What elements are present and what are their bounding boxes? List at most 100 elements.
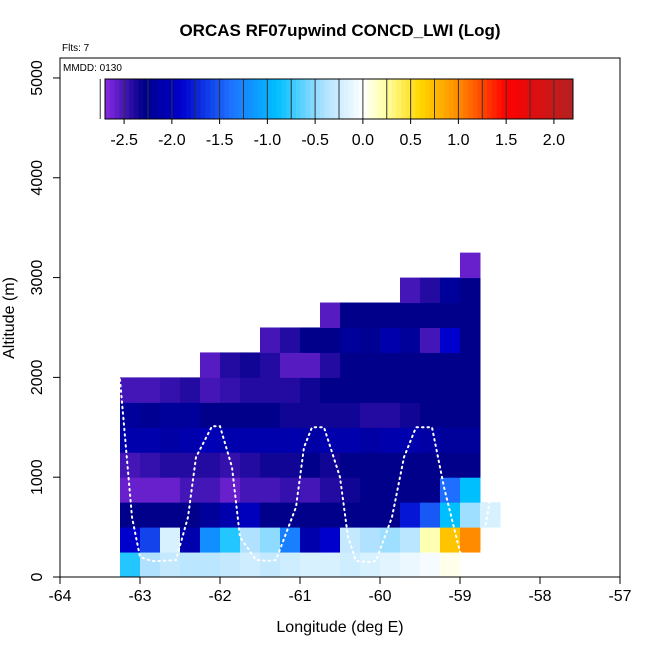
heatmap-cell [280,477,301,503]
colorbar-segment [353,79,359,119]
x-tick-label: -62 [208,588,231,605]
colorbar-segment [453,79,459,119]
colorbar-tick-label: -1.0 [254,132,282,149]
heatmap-cell [420,552,441,578]
heatmap-cell [400,277,421,304]
colorbar-segment [324,79,330,119]
axes: -64 -63 -62 -61 -60 -59 -58 -57 0 1000 2000 3000 400… [29,57,632,605]
heatmap-cell [160,477,181,503]
heatmap-cell [460,402,481,428]
heatmap-cell [440,452,461,478]
heatmap-cell [440,327,461,353]
colorbar-segment [358,79,364,119]
x-tick-label: -64 [48,588,71,605]
colorbar-segment [568,79,574,119]
heatmap-cell [260,502,281,528]
colorbar-segment [257,79,263,119]
heatmap-cell [340,477,361,503]
heatmap-cell [460,252,481,279]
colorbar-segment [329,79,335,119]
heatmap-cell [120,552,141,578]
heatmap-cell [440,302,461,328]
colorbar-segment [200,79,206,119]
heatmap-cell [200,427,221,453]
heatmap-cell [360,302,381,328]
colorbar-segment [534,79,540,119]
colorbar-tick-label: -2.0 [158,132,186,149]
colorbar-segment [229,79,235,119]
heatmap-cell [260,352,281,378]
heatmap-cell [260,402,281,428]
heatmap-cell [360,327,381,353]
heatmap-cell [340,327,361,353]
heatmap-cell [300,427,321,453]
colorbar-segment [224,79,230,119]
heatmap-cell [380,502,401,528]
heatmap-cell [360,552,381,578]
colorbar-segment [167,79,173,119]
heatmap-cell [280,327,301,353]
colorbar-segment [176,79,182,119]
x-tick-label: -61 [288,588,311,605]
colorbar-segment [434,79,440,119]
heatmap-cell [240,427,261,453]
heatmap-cell [440,427,461,453]
heatmap-cell [320,377,341,403]
colorbar-segment [310,79,316,119]
colorbar-segment [291,79,297,119]
heatmap-cell [120,377,141,403]
colorbar-segment [520,79,526,119]
colorbar-segment [381,79,388,119]
colorbar-segment [386,79,392,119]
heatmap-cell [280,377,301,403]
colorbar-segment [444,79,450,119]
heatmap-cell [200,352,221,378]
y-tick-label: 5000 [29,60,46,96]
heatmap-cell [300,452,321,478]
heatmap-cell [320,527,341,553]
heatmap-cell [200,402,221,428]
colorbar-segment [276,79,283,119]
heatmap-cell [120,427,141,453]
colorbar-segment [463,79,469,119]
heatmap-cell [160,427,181,453]
colorbar-segment [238,79,244,119]
heatmap-cell [120,402,141,428]
heatmap-cell [220,377,241,403]
colorbar-segment [334,79,340,119]
heatmap-cell [200,502,221,528]
y-tick-label: 1000 [29,459,46,495]
heatmap-cell [320,327,341,353]
colorbar-segment [372,79,378,119]
heatmap-cell [260,527,281,553]
colorbar-segment [248,79,254,119]
heatmap-cell [380,427,401,453]
x-axis-label: Longitude (deg E) [276,619,403,636]
heatmap-cell [220,502,241,528]
colorbar-segment [377,79,383,119]
heatmap-cell [440,552,461,578]
colorbar-tick-label: 1.0 [447,132,469,149]
heatmap-cell [420,352,441,378]
heatmap-cell [320,502,341,528]
y-tick-label: 3000 [29,260,46,296]
x-tick-label: -63 [128,588,151,605]
flights-note: Flts: 7 [62,43,90,54]
heatmap-cell [420,452,441,478]
colorbar-segment [315,79,321,119]
heatmap-cell [300,552,321,578]
colorbar-segment [286,79,292,119]
heatmap-cell [440,377,461,403]
colorbar-segment [506,79,512,119]
heatmap-cell [380,452,401,478]
heatmap-cell [280,352,301,378]
colorbar-frame [104,78,574,120]
heatmap-cell [160,452,181,478]
heatmap-cell [280,427,301,453]
heatmap-cell [340,552,361,578]
colorbar-segment [510,79,517,119]
heatmap-cell [460,377,481,403]
colorbar-segment [319,79,326,119]
heatmap-cell [420,502,441,528]
heatmap-cell [260,477,281,503]
